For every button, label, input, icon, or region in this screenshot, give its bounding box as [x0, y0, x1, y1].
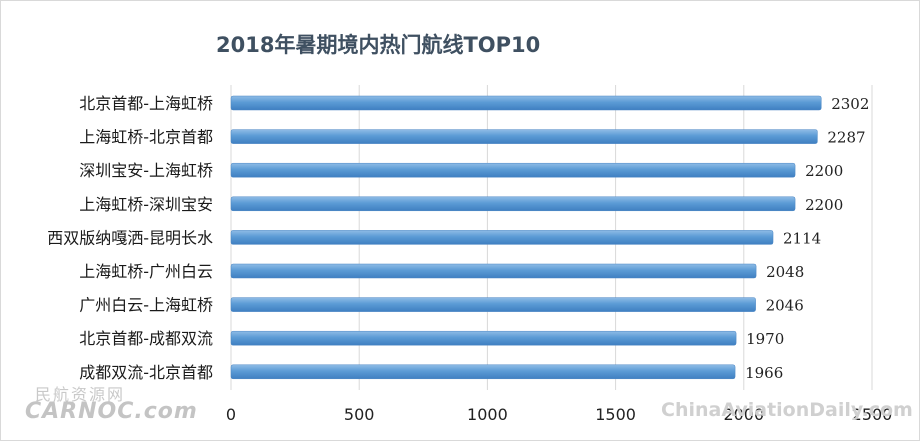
- data-label: 1970: [746, 330, 784, 348]
- data-label: 2200: [805, 162, 843, 180]
- category-label: 广州白云-上海虹桥: [79, 296, 213, 315]
- bar: [230, 263, 757, 279]
- x-tick-label: 0: [226, 405, 236, 424]
- category-label: 深圳宝安-上海虹桥: [79, 161, 213, 180]
- watermark-carnoc: CARNOC.com: [25, 399, 198, 424]
- chart-title: 2018年暑期境内热门航线TOP10: [216, 33, 541, 57]
- data-label: 2302: [831, 95, 869, 113]
- bar: [230, 95, 822, 111]
- x-tick-label: 2500: [852, 405, 893, 424]
- category-label: 北京首都-上海虹桥: [79, 94, 213, 113]
- data-label: 2114: [783, 229, 821, 247]
- x-tick-label: 2000: [723, 405, 764, 424]
- x-tick-label: 1000: [467, 405, 508, 424]
- category-label: 西双版纳嘎洒-昆明长水: [47, 228, 213, 247]
- x-tick-label: 500: [344, 405, 375, 424]
- category-label: 上海虹桥-深圳宝安: [79, 195, 213, 214]
- bar: [230, 297, 756, 312]
- data-label: 2046: [766, 297, 804, 315]
- data-label: 2287: [827, 129, 865, 147]
- watermark-china-aviation-daily: ChinaAviationDaily.com: [661, 399, 913, 421]
- bar: [230, 330, 737, 346]
- bar: [230, 162, 796, 178]
- category-label: 成都双流-北京首都: [79, 363, 213, 382]
- bar: [230, 230, 774, 245]
- watermark-carnoc-cn: 民航资源网: [35, 385, 126, 404]
- data-label: 1966: [745, 364, 783, 382]
- category-label: 上海虹桥-北京首都: [79, 128, 213, 147]
- data-label: 2200: [805, 196, 843, 214]
- category-label: 上海虹桥-广州白云: [79, 262, 213, 281]
- bar: [230, 129, 818, 144]
- bar: [230, 196, 796, 212]
- x-tick-label: 1500: [595, 405, 636, 424]
- category-label: 北京首都-成都双流: [79, 329, 213, 348]
- bar: [230, 364, 736, 380]
- data-label: 2048: [766, 263, 804, 281]
